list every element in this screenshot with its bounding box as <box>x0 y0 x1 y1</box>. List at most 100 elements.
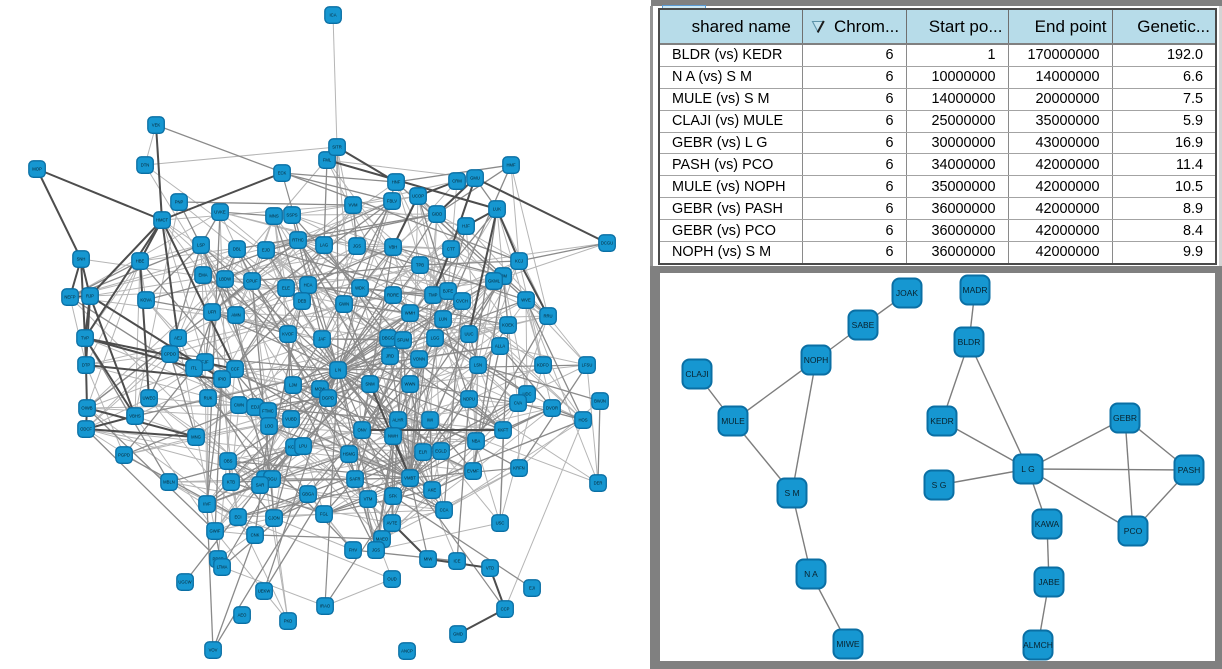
svg-text:DBGG: DBGG <box>382 336 394 341</box>
svg-text:SAR: SAR <box>256 483 265 488</box>
svg-text:CVCH: CVCH <box>456 299 468 304</box>
svg-text:WDK: WDK <box>355 286 365 291</box>
svg-text:UVKE: UVKE <box>214 210 226 215</box>
svg-text:ECK: ECK <box>278 171 287 176</box>
svg-text:FTMC: FTMC <box>262 409 274 414</box>
svg-text:SFK: SFK <box>389 494 397 499</box>
svg-text:ALLA: ALLA <box>495 344 505 349</box>
svg-text:GMU: GMU <box>470 176 480 181</box>
svg-text:ONV: ONV <box>357 428 366 433</box>
svg-text:RDRE: RDRE <box>387 293 399 298</box>
svg-text:MADR: MADR <box>962 285 987 295</box>
svg-text:DGU: DGU <box>267 477 276 482</box>
svg-text:MOW: MOW <box>315 387 326 392</box>
svg-text:ANCP: ANCP <box>401 649 413 654</box>
svg-text:EGLD: EGLD <box>435 449 446 454</box>
svg-text:SNH: SNH <box>77 257 86 262</box>
svg-text:GMD: GMD <box>453 632 463 637</box>
svg-text:NOPH: NOPH <box>804 355 829 365</box>
svg-text:PKD: PKD <box>284 619 293 624</box>
svg-text:TMP: TMP <box>429 293 438 298</box>
svg-text:ODCF: ODCF <box>80 427 92 432</box>
svg-text:S M: S M <box>784 488 799 498</box>
svg-text:ICA: ICA <box>330 13 337 18</box>
svg-text:ALMCH: ALMCH <box>1023 640 1053 650</box>
svg-text:VTM: VTM <box>364 497 373 502</box>
svg-text:MNG: MNG <box>191 435 201 440</box>
svg-text:PGPD: PGPD <box>118 453 130 458</box>
svg-text:MBLN: MBLN <box>163 480 175 485</box>
svg-text:ECI: ECI <box>235 515 242 520</box>
svg-text:EJO: EJO <box>262 248 271 253</box>
svg-text:HSMG: HSMG <box>343 452 356 457</box>
svg-text:AVTE: AVTE <box>387 521 398 526</box>
svg-text:LJM: LJM <box>499 274 507 279</box>
svg-text:UCOP: UCOP <box>412 194 424 199</box>
svg-text:SFUM: SFUM <box>397 338 409 343</box>
svg-text:SABE: SABE <box>852 320 875 330</box>
svg-text:VUBD: VUBD <box>285 417 297 422</box>
svg-text:MOP: MOP <box>32 167 42 172</box>
svg-text:ICE: ICE <box>454 559 461 564</box>
svg-text:KKFT: KKFT <box>498 428 509 433</box>
svg-text:CRM: CRM <box>452 179 462 184</box>
svg-text:SSPS: SSPS <box>286 213 297 218</box>
svg-text:TVP: TVP <box>81 336 89 341</box>
svg-text:BLDR: BLDR <box>958 337 981 347</box>
svg-text:FBLV: FBLV <box>387 199 397 204</box>
svg-text:LSN: LSN <box>474 363 482 368</box>
svg-text:UEKW: UEKW <box>258 589 271 594</box>
svg-text:L G: L G <box>1021 464 1034 474</box>
svg-text:DVOR: DVOR <box>546 406 558 411</box>
svg-text:OBS: OBS <box>224 459 233 464</box>
svg-text:LFSU: LFSU <box>582 363 593 368</box>
svg-text:LPU: LPU <box>299 444 307 449</box>
svg-text:DGPD: DGPD <box>322 396 334 401</box>
svg-text:HNF: HNF <box>392 180 401 185</box>
svg-text:VOV: VOV <box>209 648 218 653</box>
svg-text:KOEK: KOEK <box>502 323 514 328</box>
svg-text:AMN: AMN <box>231 313 240 318</box>
svg-text:GWIF: GWIF <box>210 529 221 534</box>
svg-text:HJF: HJF <box>462 224 470 229</box>
svg-text:CJON: CJON <box>268 516 279 521</box>
svg-text:RRU: RRU <box>543 314 552 319</box>
svg-text:USC: USC <box>496 521 505 526</box>
svg-text:ITL: ITL <box>191 366 198 371</box>
svg-text:BJFE: BJFE <box>443 289 453 294</box>
svg-text:ELE: ELE <box>282 286 290 291</box>
svg-text:CLAJI: CLAJI <box>685 369 708 379</box>
svg-text:DEB: DEB <box>298 299 307 304</box>
svg-text:HMCT: HMCT <box>156 218 169 223</box>
svg-text:MIWE: MIWE <box>836 639 859 649</box>
svg-text:KCJ: KCJ <box>515 259 523 264</box>
svg-text:UDC: UDC <box>522 392 531 397</box>
svg-text:LUN: LUN <box>439 317 447 322</box>
svg-text:NDPU: NDPU <box>463 397 475 402</box>
svg-text:HOS: HOS <box>578 418 587 423</box>
svg-text:FML: FML <box>323 158 332 163</box>
svg-text:VONN: VONN <box>413 357 425 362</box>
svg-text:FGL: FGL <box>320 512 329 517</box>
svg-text:SNM: SNM <box>365 382 375 387</box>
svg-text:JAF: JAF <box>318 337 326 342</box>
svg-text:HBE: HBE <box>136 259 145 264</box>
svg-text:S G: S G <box>932 480 947 490</box>
svg-text:HCA: HCA <box>304 283 313 288</box>
svg-text:JGS: JGS <box>353 244 361 249</box>
svg-text:WWN: WWN <box>405 382 416 387</box>
svg-text:CTT: CTT <box>447 247 456 252</box>
svg-text:EVMF: EVMF <box>467 469 479 474</box>
svg-text:PCO: PCO <box>1124 526 1143 536</box>
svg-text:FJF: FJF <box>201 360 209 365</box>
svg-text:GWN: GWN <box>339 302 349 307</box>
svg-text:KCKK: KCKK <box>288 445 300 450</box>
svg-text:AEJ: AEJ <box>174 336 182 341</box>
svg-text:VBH: VBH <box>389 245 398 250</box>
svg-text:VMBT: VMBT <box>404 476 416 481</box>
svg-text:CPDO: CPDO <box>164 352 177 357</box>
svg-text:KEDR: KEDR <box>930 416 954 426</box>
svg-text:MULE: MULE <box>721 416 745 426</box>
svg-text:VTD: VTD <box>486 566 494 571</box>
svg-text:JABE: JABE <box>1038 577 1060 587</box>
